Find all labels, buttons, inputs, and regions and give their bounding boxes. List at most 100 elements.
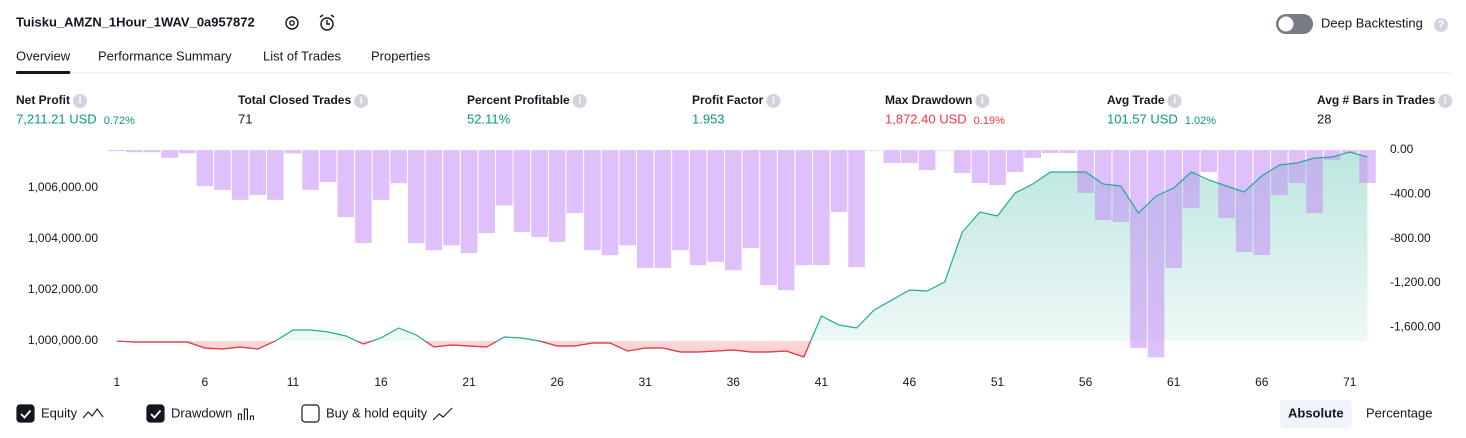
x-tick-label: 26 (550, 375, 564, 389)
info-icon[interactable] (975, 94, 990, 108)
view-mode[interactable]: Absolute (1288, 405, 1344, 420)
strategy-title: Tuisku_AMZN_1Hour_1WAV_0a957872 (16, 14, 255, 29)
settings-icon[interactable] (285, 16, 299, 30)
tab[interactable]: Performance Summary (98, 48, 232, 63)
drawdown-bar (355, 150, 372, 244)
info-icon[interactable] (766, 94, 781, 108)
checkmark (150, 409, 162, 419)
x-tick-label: 1 (113, 375, 120, 389)
legend-icon (82, 408, 104, 419)
drawdown-bar (1323, 150, 1341, 160)
drawdown-bar (1006, 150, 1024, 173)
drawdown-bar (742, 150, 760, 249)
info-icon[interactable] (572, 94, 587, 108)
metric-value: 1.953 (692, 111, 725, 126)
drawdown-bar (989, 150, 1006, 186)
x-tick-label: 56 (1079, 375, 1093, 389)
drawdown-bar (566, 150, 584, 214)
drawdown-bar (795, 150, 813, 266)
drawdown-bar (760, 150, 777, 286)
drawdown-bar (425, 150, 443, 251)
alert-icon[interactable] (319, 14, 335, 31)
drawdown-bar (1306, 150, 1323, 214)
view-mode-active-bg (1280, 400, 1352, 428)
legend-icon (432, 407, 453, 421)
info-icon-glyph: i (578, 96, 581, 107)
y-tick-label: 1,002,000.00 (28, 282, 98, 296)
svg-text:?: ? (1438, 20, 1444, 31)
x-tick-label: 11 (287, 375, 300, 389)
y2-tick-label: -800.00 (1390, 231, 1431, 245)
x-tick-label: 21 (462, 375, 476, 389)
drawdown-bar (1200, 150, 1218, 173)
y2-tick-label: -1,200.00 (1390, 275, 1441, 289)
drawdown-bar (830, 150, 848, 213)
metric-value: 52.11% (467, 111, 511, 126)
drawdown-bar (971, 150, 989, 184)
equity-area-up (116, 152, 1368, 342)
drawdown-bar (1042, 150, 1059, 153)
drawdown-bar (954, 150, 971, 174)
drawdown-bar (302, 150, 319, 190)
drawdown-bar (161, 150, 178, 158)
x-tick-label: 16 (374, 375, 388, 389)
drawdown-bar (725, 150, 742, 271)
y2-tick-label: 0.00 (1390, 142, 1414, 156)
drawdown-bar (196, 150, 214, 186)
drawdown-bar (813, 150, 830, 265)
equity-line-below (116, 341, 812, 358)
x-tick-label: 61 (1167, 375, 1181, 389)
drawdown-bar (108, 150, 126, 152)
info-icon[interactable] (73, 94, 87, 108)
drawdown-bar (267, 150, 284, 200)
drawdown-bar (372, 150, 390, 200)
tab[interactable]: Overview (16, 48, 71, 63)
help-icon[interactable]: ? (1434, 18, 1448, 32)
info-icon[interactable] (354, 94, 369, 108)
drawdown-bar (1059, 150, 1077, 153)
drawdown-bar (672, 150, 689, 251)
drawdown-bar (126, 150, 143, 153)
info-icon-glyph: i (1173, 96, 1176, 107)
x-tick-label: 6 (202, 375, 209, 389)
drawdown-bar (1130, 150, 1147, 349)
info-icon-glyph: i (772, 96, 775, 107)
toggle[interactable] (1276, 14, 1313, 34)
tab[interactable]: List of Trades (263, 48, 342, 63)
drawdown-bar (1288, 150, 1306, 184)
drawdown-bar (478, 150, 495, 234)
metric-percent: 0.72% (104, 115, 135, 127)
metric-value: 28 (1317, 111, 1331, 126)
metric-label: Net Profit (16, 93, 70, 107)
view-mode[interactable]: Percentage (1366, 405, 1433, 420)
checkmark (20, 409, 32, 419)
drawdown-bar (1024, 150, 1042, 158)
info-icon-glyph: i (1444, 96, 1447, 107)
info-icon[interactable] (1438, 94, 1453, 108)
drawdown-bar (918, 150, 936, 171)
legend-label: Buy & hold equity (326, 405, 428, 420)
x-tick-label: 36 (727, 375, 741, 389)
drawdown-bar (1165, 150, 1182, 269)
drawdown-bar (883, 150, 901, 163)
drawdown-bar (654, 150, 672, 268)
info-icon[interactable] (1167, 94, 1182, 108)
metric-value: 7,211.21 USD (16, 111, 97, 126)
checkbox[interactable] (16, 404, 35, 423)
legend-label: Drawdown (171, 405, 232, 420)
metric-value: 1,872.40 USD (885, 111, 967, 126)
drawdown-bar (619, 150, 636, 246)
y2-tick-label: -1,600.00 (1390, 319, 1441, 333)
checkbox[interactable] (146, 404, 165, 423)
drawdown-bar (231, 150, 249, 200)
drawdown-bar (390, 150, 407, 184)
drawdown-bar (1094, 150, 1112, 221)
equity-area-down (116, 341, 811, 357)
drawdown-bar (460, 150, 478, 254)
drawdown-bar (407, 150, 425, 244)
metric-value: 101.57 USD (1107, 111, 1178, 126)
checkbox[interactable] (301, 404, 320, 423)
drawdown-bar (1235, 150, 1253, 253)
tab[interactable]: Properties (371, 48, 431, 63)
